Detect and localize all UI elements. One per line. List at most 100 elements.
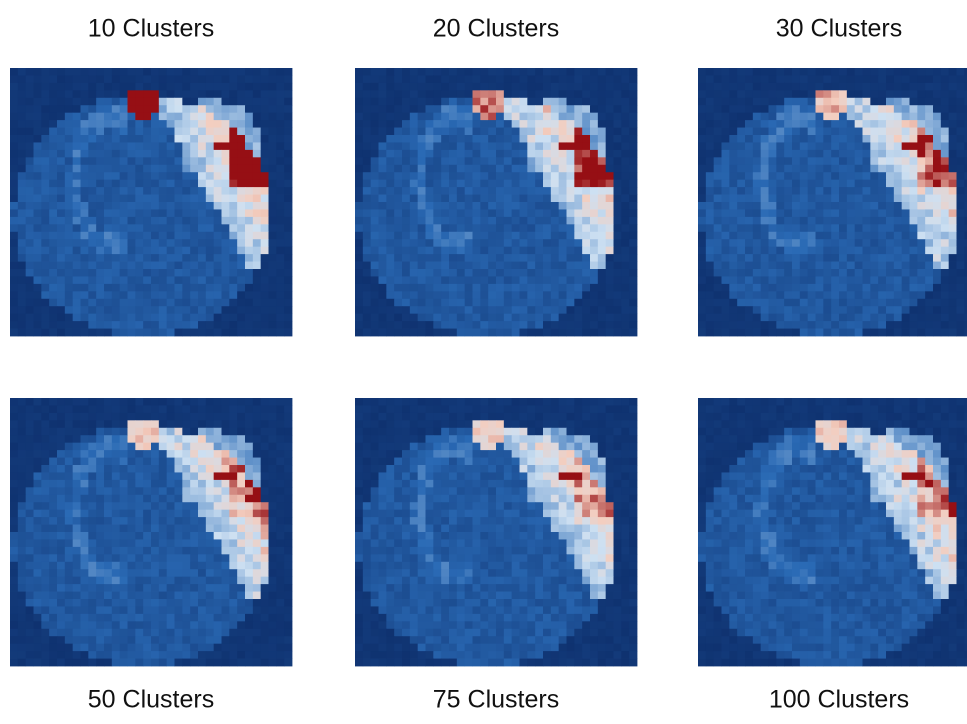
heatmap-cell bbox=[128, 614, 136, 622]
heatmap-cell bbox=[823, 217, 831, 225]
heatmap-cell bbox=[284, 157, 292, 165]
heatmap-cell bbox=[473, 165, 481, 173]
heatmap-cell bbox=[10, 135, 18, 143]
heatmap-cell bbox=[175, 592, 183, 600]
heatmap-cell bbox=[473, 128, 481, 136]
heatmap-cell bbox=[276, 262, 284, 270]
heatmap-cell bbox=[386, 113, 394, 121]
heatmap-cell bbox=[567, 135, 575, 143]
heatmap-cell bbox=[706, 262, 714, 270]
heatmap-cell bbox=[26, 621, 34, 629]
heatmap-cell bbox=[190, 525, 198, 533]
heatmap-cell bbox=[18, 172, 26, 180]
heatmap-cell bbox=[120, 435, 128, 443]
heatmap-cell bbox=[776, 98, 784, 106]
heatmap-cell bbox=[714, 165, 722, 173]
heatmap-cell bbox=[559, 128, 567, 136]
heatmap-cell bbox=[496, 276, 504, 284]
heatmap-cell bbox=[41, 398, 49, 406]
heatmap-cell bbox=[276, 428, 284, 436]
heatmap-cell bbox=[88, 299, 96, 307]
heatmap-cell bbox=[120, 532, 128, 540]
heatmap-cell bbox=[902, 262, 910, 270]
heatmap-cell bbox=[57, 113, 65, 121]
heatmap-cell bbox=[49, 232, 57, 240]
heatmap-cell bbox=[629, 113, 637, 121]
heatmap-cell bbox=[933, 276, 941, 284]
heatmap-cell bbox=[551, 195, 559, 203]
heatmap-cell bbox=[41, 284, 49, 292]
heatmap-cell bbox=[847, 247, 855, 255]
heatmap-cell bbox=[917, 83, 925, 91]
heatmap-cell bbox=[847, 113, 855, 121]
heatmap-cell bbox=[57, 329, 65, 337]
heatmap-cell bbox=[527, 202, 535, 210]
heatmap-cell bbox=[729, 202, 737, 210]
heatmap-cell bbox=[784, 329, 792, 337]
heatmap-cell bbox=[88, 68, 96, 76]
heatmap-cell bbox=[574, 105, 582, 113]
heatmap-cell bbox=[457, 254, 465, 262]
heatmap-cell bbox=[737, 291, 745, 299]
heatmap-cell bbox=[198, 458, 206, 466]
heatmap-cell bbox=[496, 180, 504, 188]
heatmap-cell bbox=[120, 517, 128, 525]
heatmap-cell bbox=[386, 306, 394, 314]
heatmap-cell bbox=[957, 120, 965, 128]
heatmap-cell bbox=[800, 224, 808, 232]
heatmap-cell bbox=[159, 532, 167, 540]
heatmap-cell bbox=[34, 128, 42, 136]
heatmap-cell bbox=[729, 98, 737, 106]
heatmap-cell bbox=[175, 299, 183, 307]
heatmap-cell bbox=[269, 262, 277, 270]
heatmap-cell bbox=[441, 165, 449, 173]
heatmap-cell bbox=[925, 306, 933, 314]
heatmap-cell bbox=[441, 128, 449, 136]
heatmap-cell bbox=[10, 621, 18, 629]
heatmap-cell bbox=[433, 68, 441, 76]
heatmap-cell bbox=[18, 314, 26, 322]
heatmap-cell bbox=[855, 254, 863, 262]
heatmap-cell bbox=[433, 314, 441, 322]
heatmap-cell bbox=[590, 128, 598, 136]
heatmap-cell bbox=[96, 209, 104, 217]
heatmap-cell bbox=[839, 172, 847, 180]
heatmap-cell bbox=[823, 329, 831, 337]
heatmap-cell bbox=[88, 98, 96, 106]
heatmap-cell bbox=[182, 487, 190, 495]
heatmap-cell bbox=[190, 284, 198, 292]
heatmap-cell bbox=[379, 232, 387, 240]
heatmap-cell bbox=[910, 269, 918, 277]
heatmap-cell bbox=[355, 254, 363, 262]
heatmap-cell bbox=[65, 254, 73, 262]
heatmap-cell bbox=[402, 247, 410, 255]
heatmap-cell bbox=[120, 269, 128, 277]
heatmap-cell bbox=[769, 321, 777, 329]
heatmap-cell bbox=[629, 128, 637, 136]
heatmap-cell bbox=[269, 510, 277, 518]
heatmap-cell bbox=[49, 487, 57, 495]
heatmap-cell bbox=[96, 105, 104, 113]
heatmap-cell bbox=[49, 405, 57, 413]
heatmap-cell bbox=[355, 187, 363, 195]
heatmap-cell bbox=[245, 450, 253, 458]
heatmap-cell bbox=[120, 172, 128, 180]
heatmap-cell bbox=[253, 584, 261, 592]
heatmap-cell bbox=[34, 428, 42, 436]
heatmap-cell bbox=[808, 135, 816, 143]
heatmap-cell bbox=[128, 599, 136, 607]
heatmap-cell bbox=[870, 68, 878, 76]
heatmap-cell bbox=[698, 68, 706, 76]
heatmap-cell bbox=[629, 269, 637, 277]
heatmap-cell bbox=[816, 262, 824, 270]
heatmap-cell bbox=[229, 458, 237, 466]
heatmap-cell bbox=[237, 105, 245, 113]
heatmap-cell bbox=[276, 435, 284, 443]
heatmap-cell bbox=[433, 247, 441, 255]
heatmap-cell bbox=[761, 195, 769, 203]
heatmap-cell bbox=[394, 306, 402, 314]
heatmap-cell bbox=[206, 142, 214, 150]
heatmap-cell bbox=[449, 75, 457, 83]
heatmap-cell bbox=[886, 202, 894, 210]
heatmap-cell bbox=[567, 75, 575, 83]
